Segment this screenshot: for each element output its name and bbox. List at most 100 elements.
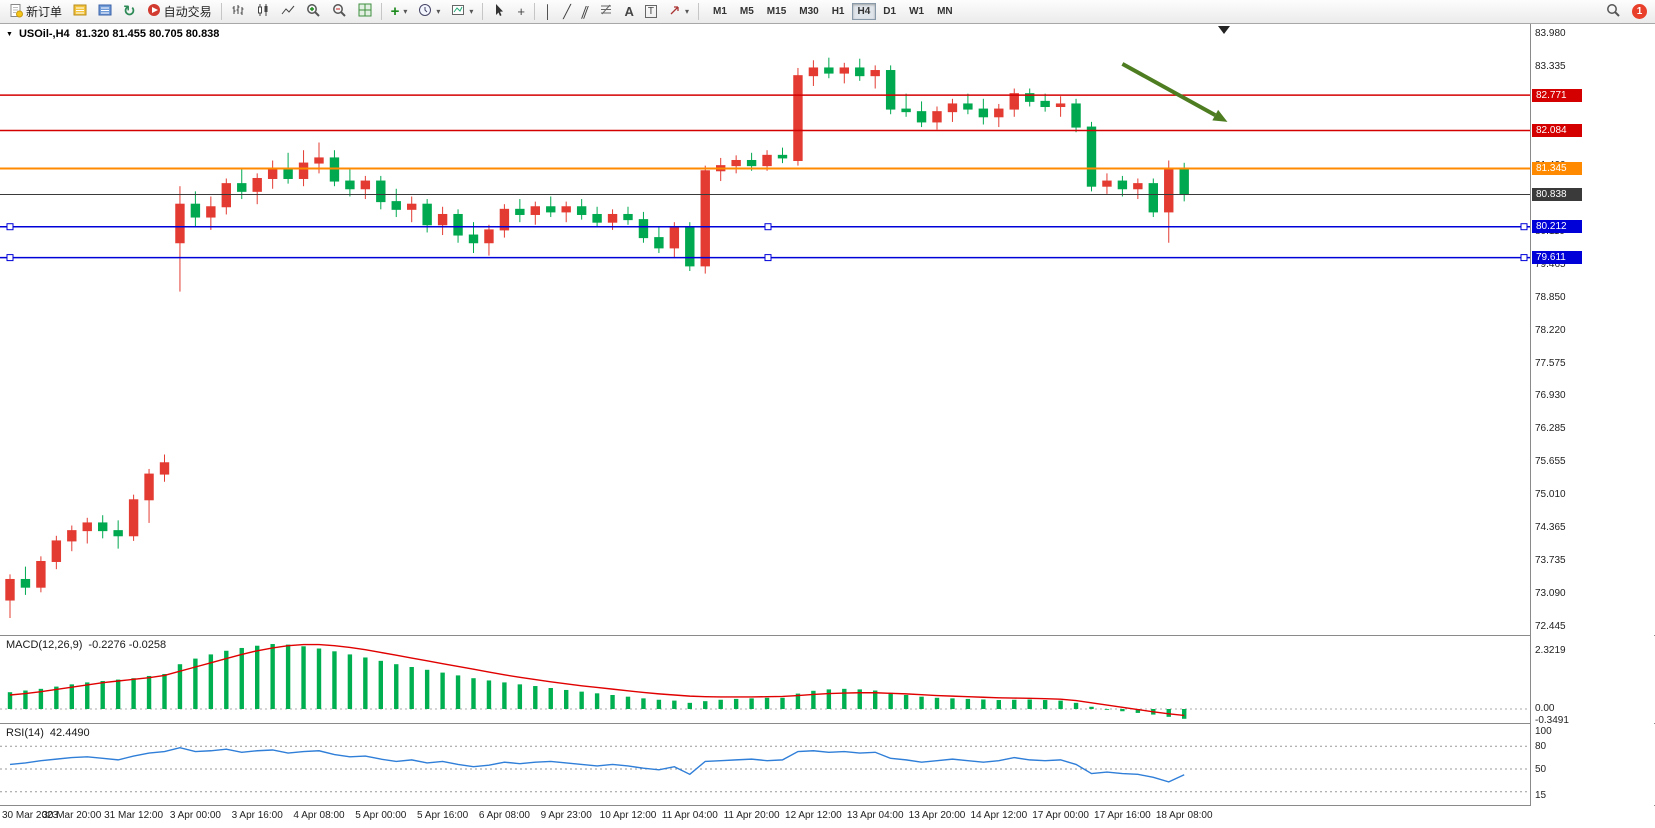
channel-button[interactable]: ∥ <box>577 2 594 22</box>
search-button[interactable] <box>1601 2 1626 22</box>
timeframe-h4[interactable]: H4 <box>851 3 877 20</box>
macd-scale-label: 2.3219 <box>1535 645 1566 656</box>
timeframe-m15[interactable]: M15 <box>761 3 792 20</box>
time-label: 17 Apr 16:00 <box>1094 810 1151 821</box>
line-chart-icon <box>281 3 295 20</box>
navigator-button[interactable]: ↻ <box>118 2 141 22</box>
market-watch-button[interactable] <box>68 2 92 22</box>
trendline-icon: ╱ <box>563 4 571 19</box>
price-label: 75.655 <box>1535 456 1566 468</box>
toolbar-right-group: 1 <box>1601 2 1651 22</box>
main-price-chart[interactable] <box>0 24 1530 635</box>
timeframe-mn[interactable]: MN <box>931 3 959 20</box>
zoom-out-button[interactable] <box>327 2 352 22</box>
time-label: 11 Apr 20:00 <box>723 810 780 821</box>
new-order-button[interactable]: 新订单 <box>4 2 67 22</box>
price-label: 76.285 <box>1535 423 1566 435</box>
chart-shift-marker[interactable] <box>1218 26 1230 34</box>
arrows-button[interactable]: ▾ <box>663 2 694 22</box>
price-label: 72.445 <box>1535 621 1566 633</box>
price-label: 77.575 <box>1535 357 1566 369</box>
zoom-in-button[interactable] <box>301 2 326 22</box>
text-label-button[interactable]: T <box>640 2 662 22</box>
price-scale-border <box>1530 24 1531 806</box>
timeframe-d1[interactable]: D1 <box>877 3 902 20</box>
time-label: 5 Apr 16:00 <box>417 810 469 821</box>
candlestick-chart-button[interactable] <box>251 2 275 22</box>
time-label: 5 Apr 00:00 <box>355 810 407 821</box>
price-badge: 80.838 <box>1532 188 1582 202</box>
tile-windows-button[interactable] <box>353 2 377 22</box>
time-scale[interactable]: 30 Mar 2023 30 Mar 20:00 31 Mar 12:00 3 Apr… <box>0 806 1655 828</box>
timeframe-buttons: M1 M5 M15 M30 H1 H4 D1 W1 MN <box>707 3 959 20</box>
periods-button[interactable]: ▾ <box>413 2 445 22</box>
timeframe-m5[interactable]: M5 <box>734 3 760 20</box>
rsi-scale-label: 80 <box>1535 741 1547 752</box>
candlestick-chart-icon <box>256 3 270 20</box>
crosshair-icon: + <box>517 4 526 19</box>
auto-trading-button[interactable]: 自动交易 <box>142 2 217 22</box>
line-chart-button[interactable] <box>276 2 300 22</box>
time-label: 13 Apr 04:00 <box>846 810 904 821</box>
chevron-down-icon: ▾ <box>469 7 474 16</box>
timeframe-w1[interactable]: W1 <box>903 3 930 20</box>
indicators-button[interactable]: + ▾ <box>386 2 413 22</box>
timeframe-m30[interactable]: M30 <box>793 3 824 20</box>
trendline-button[interactable]: ╱ <box>558 2 576 22</box>
template-chart-icon <box>451 3 465 20</box>
price-label: 83.980 <box>1535 28 1566 39</box>
toolbar-separator <box>534 3 536 20</box>
rsi-scale-label: 50 <box>1535 764 1547 775</box>
templates-button[interactable]: ▾ <box>446 2 478 22</box>
price-label: 79.465 <box>1535 258 1566 270</box>
time-label: 11 Apr 04:00 <box>661 810 718 821</box>
rsi-label: RSI(14) 42.4490 <box>6 727 90 739</box>
data-window-button[interactable] <box>93 2 117 22</box>
time-label: 3 Apr 16:00 <box>231 810 283 821</box>
crosshair-button[interactable]: + <box>512 2 530 22</box>
new-order-icon <box>9 3 23 21</box>
toolbar: 新订单 ↻ 自动交易 <box>0 0 1655 24</box>
zoom-in-icon <box>306 3 321 21</box>
price-badge: 82.084 <box>1532 123 1582 137</box>
toolbar-separator <box>697 3 699 20</box>
bar-chart-button[interactable] <box>226 2 250 22</box>
trend-arrow-annotation <box>1121 62 1228 122</box>
rsi-indicator-chart[interactable] <box>0 724 1530 805</box>
rsi-scale-label: 100 <box>1535 726 1552 737</box>
cursor-button[interactable] <box>487 2 511 22</box>
timeframe-m1[interactable]: M1 <box>707 3 733 20</box>
vertical-line-button[interactable]: │ <box>539 2 557 22</box>
chevron-down-icon: ▾ <box>684 7 689 16</box>
notification-badge[interactable]: 1 <box>1632 4 1647 19</box>
panel-divider[interactable] <box>0 635 1655 636</box>
text-button[interactable]: A <box>619 2 638 22</box>
toolbar-separator <box>380 3 382 20</box>
time-label: 6 Apr 08:00 <box>478 810 530 821</box>
text-label-icon: T <box>644 5 657 18</box>
macd-name: MACD(12,26,9) <box>6 639 83 651</box>
time-label: 12 Apr 12:00 <box>785 810 842 821</box>
ohlc-values: 81.320 81.455 80.705 80.838 <box>75 28 220 40</box>
chevron-down-icon: ▾ <box>436 7 441 16</box>
price-label: 74.365 <box>1535 522 1566 534</box>
panel-divider[interactable] <box>0 723 1655 724</box>
search-icon <box>1606 3 1621 21</box>
data-window-icon <box>98 3 112 20</box>
price-label: 73.735 <box>1535 555 1566 567</box>
timeframe-h1[interactable]: H1 <box>826 3 851 20</box>
price-scale[interactable]: 83.98083.33582.69082.04581.40080.75580.1… <box>1531 24 1654 806</box>
fibonacci-button[interactable] <box>594 2 618 22</box>
new-order-label: 新订单 <box>26 5 63 19</box>
macd-indicator-chart[interactable] <box>0 636 1530 723</box>
market-watch-icon <box>73 3 87 20</box>
tile-windows-icon <box>358 3 372 20</box>
time-label: 17 Apr 00:00 <box>1032 810 1089 821</box>
one-click-trading-icon[interactable]: ▼ <box>6 30 13 38</box>
time-label: 10 Apr 12:00 <box>599 810 657 821</box>
time-label: 13 Apr 20:00 <box>908 810 966 821</box>
rsi-scale-label: 15 <box>1535 790 1547 801</box>
price-badge: 79.611 <box>1532 251 1582 265</box>
fibonacci-icon <box>599 3 613 20</box>
